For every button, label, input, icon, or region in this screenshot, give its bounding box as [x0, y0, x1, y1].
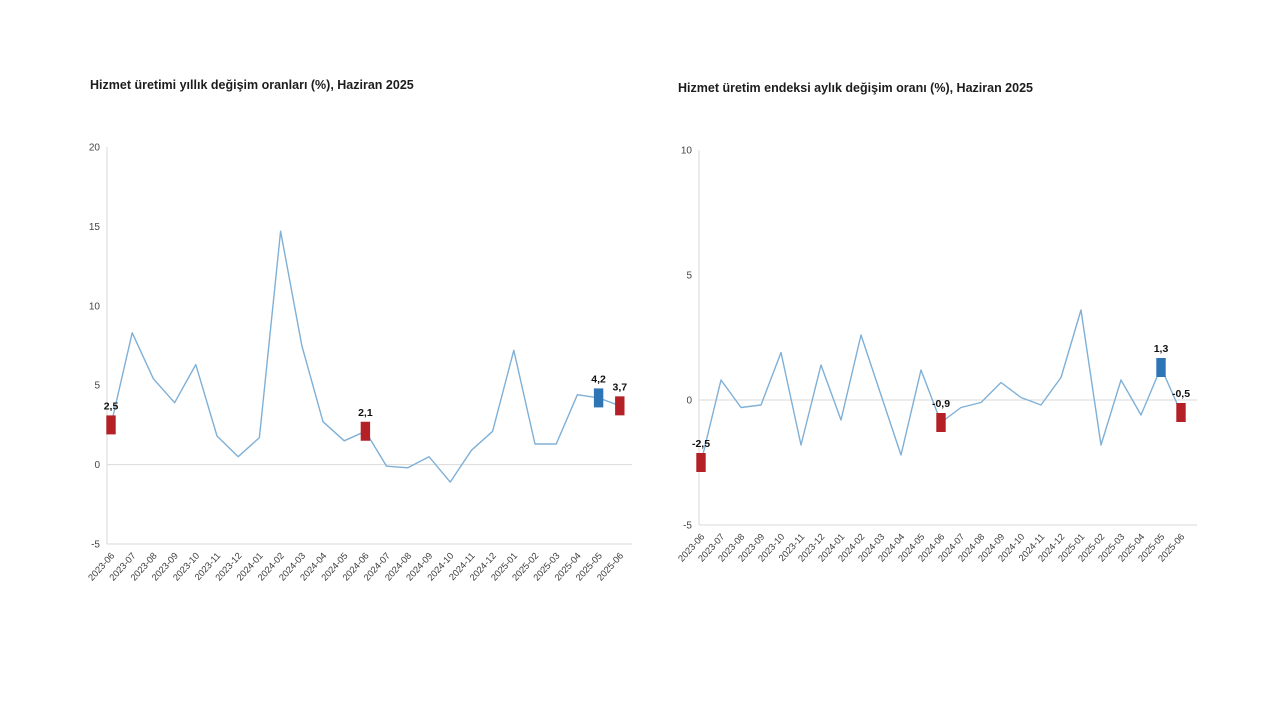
- y-tick-label: 20: [89, 143, 101, 154]
- data-marker: [615, 396, 625, 416]
- marker-value-label: 4,2: [591, 373, 606, 385]
- y-tick-label: -5: [91, 540, 100, 551]
- y-tick-label: 5: [686, 271, 692, 282]
- data-marker: [1176, 403, 1186, 422]
- data-marker: [593, 388, 604, 408]
- y-tick-label: 15: [89, 222, 101, 233]
- data-marker: [696, 453, 706, 472]
- y-tick-label: 0: [686, 396, 692, 407]
- data-marker: [360, 421, 371, 441]
- marker-value-label: 2,1: [358, 407, 373, 419]
- marker-value-label: 1,3: [1154, 343, 1169, 355]
- left-chart-title: Hizmet üretimi yıllık değişim oranları (…: [90, 78, 414, 92]
- right-chart-title: Hizmet üretim endeksi aylık değişim oran…: [678, 81, 1033, 95]
- annual-change-line-chart: 20151050-52023-062023-072023-082023-0920…: [86, 143, 632, 583]
- y-tick-label: 0: [94, 460, 100, 471]
- data-marker: [1156, 358, 1166, 377]
- marker-value-label: -0,9: [932, 398, 950, 410]
- y-tick-label: 10: [89, 301, 101, 312]
- marker-value-label: -2,5: [692, 438, 710, 450]
- marker-value-label: 3,7: [612, 381, 627, 393]
- y-tick-label: -5: [683, 521, 692, 532]
- series-line: [700, 309, 1182, 464]
- monthly-change-line-chart: 1050-52023-062023-072023-082023-092023-1…: [676, 146, 1197, 564]
- series-line: [110, 230, 621, 483]
- data-marker: [106, 415, 116, 435]
- y-tick-label: 10: [681, 146, 693, 157]
- y-tick-label: 5: [94, 381, 100, 392]
- data-marker: [936, 413, 946, 432]
- marker-value-label: -0,5: [1172, 388, 1190, 400]
- marker-value-label: 2,5: [104, 400, 119, 412]
